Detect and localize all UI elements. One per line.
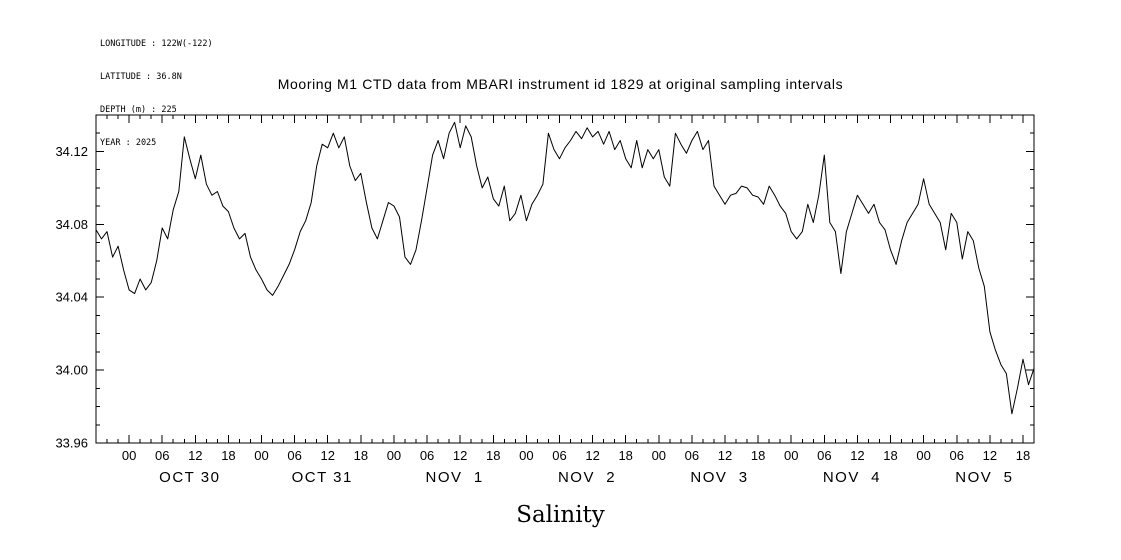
- y-tick-label: 34.04: [55, 290, 88, 305]
- x-hour-tick-label: 06: [420, 448, 434, 463]
- x-hour-tick-label: 00: [652, 448, 666, 463]
- x-day-label: NOV 4: [823, 469, 881, 486]
- x-hour-tick-label: 06: [685, 448, 699, 463]
- x-hour-tick-label: 12: [585, 448, 599, 463]
- x-hour-tick-label: 12: [718, 448, 732, 463]
- plot-frame: [95, 114, 1035, 444]
- x-hour-tick-label: 00: [122, 448, 136, 463]
- x-hour-tick-label: 18: [618, 448, 632, 463]
- y-tick-label: 34.08: [55, 217, 88, 232]
- y-tick-label: 34.00: [55, 363, 88, 378]
- y-tick-label: 34.12: [55, 144, 88, 159]
- x-axis-title: Salinity: [516, 502, 605, 528]
- x-hour-tick-label: 00: [916, 448, 930, 463]
- x-hour-tick-label: 12: [188, 448, 202, 463]
- chart-title: Mooring M1 CTD data from MBARI instrumen…: [277, 76, 844, 92]
- x-hour-tick-label: 12: [453, 448, 467, 463]
- y-tick-label: 33.96: [55, 436, 88, 451]
- x-hour-tick-label: 06: [287, 448, 301, 463]
- x-hour-tick-label: 00: [387, 448, 401, 463]
- station-metadata-block: LONGITUDE : 122W(-122) LATITUDE : 36.8N …: [100, 17, 213, 171]
- x-hour-tick-label: 06: [950, 448, 964, 463]
- metadata-year: YEAR : 2025: [100, 138, 157, 148]
- x-day-label: NOV 5: [955, 469, 1013, 486]
- metadata-depth: DEPTH (m) : 225: [100, 105, 177, 115]
- x-day-label: OCT 30: [159, 469, 220, 486]
- x-hour-tick-label: 00: [784, 448, 798, 463]
- x-hour-tick-label: 18: [221, 448, 235, 463]
- x-hour-tick-label: 12: [321, 448, 335, 463]
- x-hour-tick-label: 18: [751, 448, 765, 463]
- salinity-trace: [95, 121, 1035, 415]
- x-hour-tick-label: 12: [983, 448, 997, 463]
- x-hour-tick-label: 06: [552, 448, 566, 463]
- x-hour-tick-label: 06: [817, 448, 831, 463]
- x-day-label: NOV 3: [690, 469, 748, 486]
- x-hour-tick-label: 18: [486, 448, 500, 463]
- x-hour-tick-label: 18: [354, 448, 368, 463]
- x-day-label: NOV 2: [558, 469, 616, 486]
- metadata-latitude: LATITUDE : 36.8N: [100, 72, 182, 82]
- metadata-longitude: LONGITUDE : 122W(-122): [100, 39, 213, 49]
- x-day-label: OCT 31: [292, 469, 353, 486]
- x-hour-tick-label: 12: [850, 448, 864, 463]
- x-hour-tick-label: 06: [155, 448, 169, 463]
- x-hour-tick-label: 18: [883, 448, 897, 463]
- x-hour-tick-label: 00: [519, 448, 533, 463]
- x-hour-tick-label: 18: [1016, 448, 1030, 463]
- x-day-label: NOV 1: [426, 469, 484, 486]
- x-hour-tick-label: 00: [254, 448, 268, 463]
